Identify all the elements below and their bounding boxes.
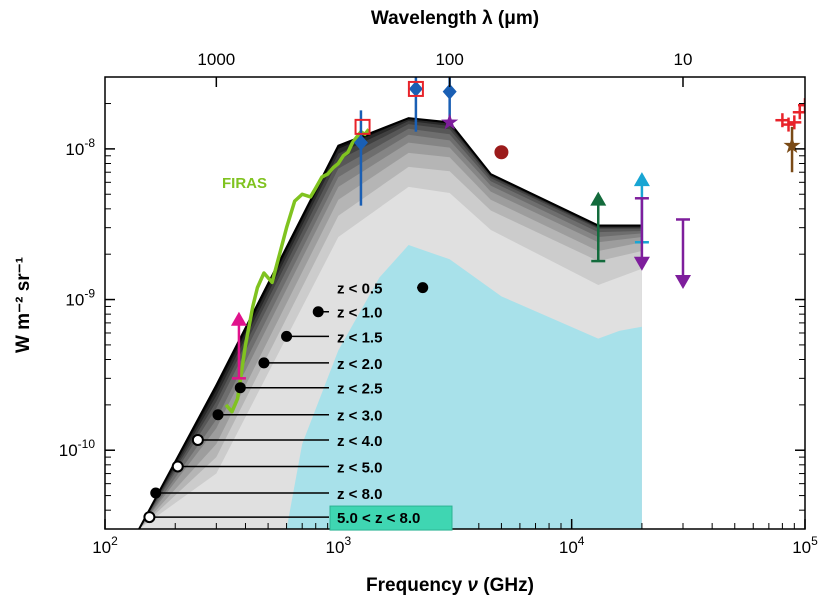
purple-star-marker xyxy=(441,113,459,130)
redshift-label-5: z < 3.0 xyxy=(337,408,382,425)
redshift-label-2: z < 1.5 xyxy=(337,329,382,346)
x-tick-label-exp-0: 2 xyxy=(111,534,118,548)
top-axis-title: Wavelength λ (μm) xyxy=(371,8,539,29)
redshift-leader-lines xyxy=(143,282,429,524)
darkgreen-lower-limit-arrowhead xyxy=(590,191,607,206)
darkred-circle-marker xyxy=(494,145,509,160)
leader-dot-4 xyxy=(234,382,246,394)
measurement-points xyxy=(230,77,805,380)
y-tick-label-1: 10-9 xyxy=(65,287,95,310)
leader-dot-9 xyxy=(143,511,156,524)
y-tick-label-0: 10-10 xyxy=(59,437,96,460)
leader-dot-7 xyxy=(171,460,184,473)
x-axis-title-prefix: Frequency xyxy=(366,575,467,596)
x-tick-label-exp-3: 5 xyxy=(811,534,818,548)
redshift-label-1: z < 1.0 xyxy=(337,305,382,322)
purple-upper-limit-1 xyxy=(633,197,650,271)
darkred-circle xyxy=(494,145,509,160)
firas-label: FIRAS xyxy=(222,175,267,192)
purple-upper-limit-2 xyxy=(674,218,691,289)
purple-upper-limit-1-arrowhead xyxy=(633,256,650,271)
leader-dot-0 xyxy=(417,282,429,294)
x-tick-label-exp-1: 3 xyxy=(344,534,351,548)
brown-star xyxy=(783,126,801,173)
red-cross-3 xyxy=(787,115,802,130)
purple-star xyxy=(441,113,459,130)
redshift-label-0: z < 0.5 xyxy=(337,281,382,298)
y-axis-title: W m⁻² sr⁻¹ xyxy=(13,257,34,353)
leader-dot-3 xyxy=(258,357,270,369)
y-tick-label-exp-0: -10 xyxy=(78,437,96,451)
top-tick-label-2: 10 xyxy=(674,50,693,69)
x-axis-title-suffix: (GHz) xyxy=(478,575,534,596)
redshift-label-7: z < 5.0 xyxy=(337,459,382,476)
cyan-region xyxy=(286,245,642,529)
redshift-label-8: z < 8.0 xyxy=(337,486,382,503)
redshift-label-9: 5.0 < z < 8.0 xyxy=(337,510,420,527)
x-axis-title: Frequency ν (GHz) xyxy=(366,575,534,596)
red-square-1-marker xyxy=(354,118,371,135)
red-square-1 xyxy=(354,118,371,135)
leader-dot-2 xyxy=(281,330,293,342)
blue-diamond-1 xyxy=(353,110,368,206)
x-tick-label-base-0: 10 xyxy=(92,538,111,557)
leader-dot-1 xyxy=(312,306,324,318)
red-square-2 xyxy=(407,80,424,97)
y-tick-label-2: 10-8 xyxy=(65,136,95,159)
firas-layer xyxy=(224,128,371,414)
redshift-label-4: z < 2.5 xyxy=(337,381,382,398)
plot-frame xyxy=(104,76,806,530)
x-tick-label-3: 105 xyxy=(792,534,818,557)
x-tick-label-0: 102 xyxy=(92,534,118,557)
x-tick-label-base-3: 10 xyxy=(792,538,811,557)
red-cross-5 xyxy=(798,98,805,113)
x-tick-label-base-1: 10 xyxy=(326,538,345,557)
brown-star-marker xyxy=(783,136,801,153)
y-tick-label-base-1: 10 xyxy=(65,291,84,310)
y-tick-label-exp-2: -8 xyxy=(84,136,95,150)
x-tick-label-2: 104 xyxy=(559,534,585,557)
cyan-lower-limit-arrowhead xyxy=(633,172,650,187)
y-tick-label-exp-1: -9 xyxy=(84,287,95,301)
redshift-label-3: z < 2.0 xyxy=(337,356,382,373)
plot-area xyxy=(138,77,805,529)
magenta-lower-limit-arrowhead xyxy=(230,311,247,326)
y-tick-label-base-2: 10 xyxy=(65,140,84,159)
x-axis-title-symbol: ν xyxy=(467,575,478,596)
highlight-box xyxy=(329,505,453,531)
envelope-outline xyxy=(138,117,642,529)
leader-dot-8 xyxy=(150,487,162,499)
x-tick-label-exp-2: 4 xyxy=(578,534,585,548)
blue-diamond-3-marker xyxy=(442,83,457,100)
cyan-region-layer xyxy=(286,245,642,529)
x-tick-label-1: 103 xyxy=(326,534,352,557)
x-tick-label-base-2: 10 xyxy=(559,538,578,557)
redshift-labels: z < 0.5 z < 1.0 z < 1.5 z < 2.0 z < 2.5 z < 3… xyxy=(329,281,453,531)
top-tick-label-1: 100 xyxy=(435,50,463,69)
leader-dot-6 xyxy=(191,433,204,446)
darkgreen-lower-limit xyxy=(590,191,607,263)
blue-diamond-2-marker xyxy=(408,80,423,97)
purple-upper-limit-2-arrowhead xyxy=(674,274,691,289)
redshift-label-6: z < 4.0 xyxy=(337,433,382,450)
leader-dot-5 xyxy=(212,409,224,421)
firas-curve xyxy=(224,128,371,414)
magenta-lower-limit xyxy=(230,311,247,380)
top-tick-label-0: 1000 xyxy=(197,50,235,69)
y-tick-label-base-0: 10 xyxy=(59,441,78,460)
red-square-2-marker xyxy=(407,80,424,97)
blue-diamond-1-marker xyxy=(353,134,368,151)
